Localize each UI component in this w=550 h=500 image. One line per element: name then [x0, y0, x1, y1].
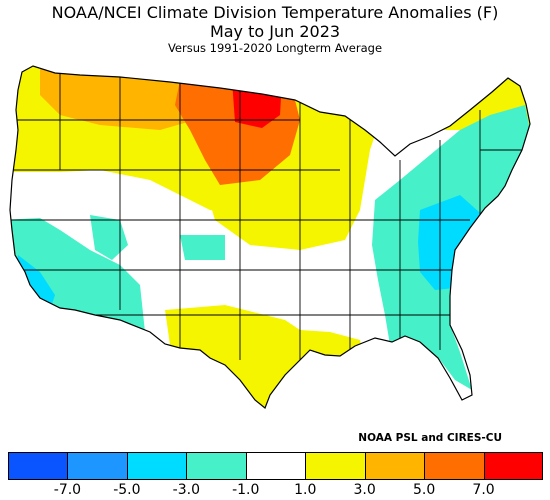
- legend-tick-label: 5.0: [412, 482, 436, 498]
- region-colorado-aqua: [180, 235, 225, 260]
- us-anomaly-map: [0, 60, 550, 440]
- map-subtitle: Versus 1991-2020 Longterm Average: [167, 41, 383, 55]
- legend-swatch: [245, 452, 306, 480]
- legend-tick-labels: -7.0 -5.0 -3.0 -1.0 1.0 3.0 5.0 7.0: [8, 482, 543, 498]
- legend-swatch: [126, 452, 187, 480]
- legend-tick-label: -1.0: [232, 482, 260, 498]
- state-boundaries: [10, 70, 530, 360]
- legend-tick-label: 1.0: [294, 482, 317, 498]
- region-southern-california-coast: [15, 255, 55, 310]
- region-nevada-aqua: [90, 215, 128, 260]
- legend-swatch: [186, 452, 246, 480]
- us-outline: [9, 65, 531, 409]
- legend-swatch: [483, 452, 543, 480]
- legend-tick-label: -7.0: [53, 482, 82, 498]
- legend-swatch: [305, 452, 365, 480]
- legend-swatch: [364, 452, 425, 480]
- credit-text: NOAA PSL and CIRES-CU: [358, 432, 502, 444]
- legend-tick-label: 7.0: [472, 482, 495, 498]
- region-southern-appalachians-carolinas: [418, 195, 500, 290]
- legend-swatch: [424, 452, 484, 480]
- legend-tick-label: -3.0: [172, 482, 200, 498]
- legend-tick-label: 3.0: [353, 482, 376, 498]
- legend-swatch: [8, 452, 68, 480]
- map-period: May to Jun 2023: [209, 22, 341, 41]
- legend-swatch: [67, 452, 127, 480]
- map-title: NOAA/NCEI Climate Division Temperature A…: [51, 3, 499, 22]
- region-texas-gulf-coast: [165, 305, 365, 408]
- legend-tick-label: -5.0: [113, 482, 141, 498]
- color-legend: [8, 452, 543, 480]
